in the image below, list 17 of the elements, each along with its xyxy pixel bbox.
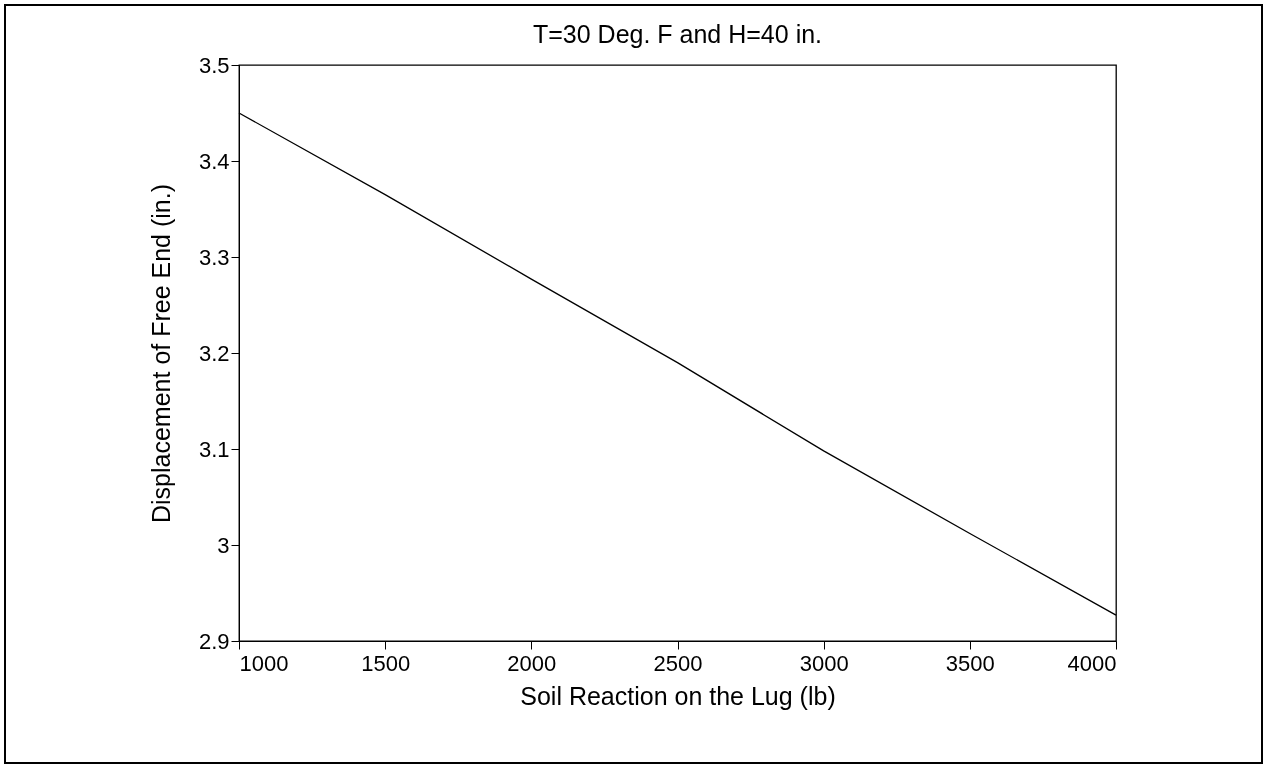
x-tick-label: 4000 [1067, 650, 1117, 676]
y-axis-title: Displacement of Free End (in.) [146, 183, 175, 524]
y-tick-label: 3.1 [198, 436, 230, 462]
x-tick-label: 1000 [239, 650, 289, 676]
x-tick-label: 3000 [799, 650, 849, 676]
chart-title: T=30 Deg. F and H=40 in. [532, 20, 823, 48]
x-tick-label: 1500 [361, 650, 411, 676]
x-axis-title: Soil Reaction on the Lug (lb) [520, 681, 836, 710]
y-tick-label: 2.9 [198, 628, 230, 654]
y-tick-label: 3.2 [198, 340, 230, 366]
x-tick-label: 2000 [507, 650, 557, 676]
y-tick-label: 3.4 [198, 148, 230, 174]
y-tick-label: 3.3 [198, 244, 230, 270]
y-tick-label: 3 [217, 532, 230, 558]
x-tick-label: 3500 [945, 650, 995, 676]
y-tick-label: 3.5 [198, 52, 230, 78]
x-tick-label: 2500 [653, 650, 703, 676]
